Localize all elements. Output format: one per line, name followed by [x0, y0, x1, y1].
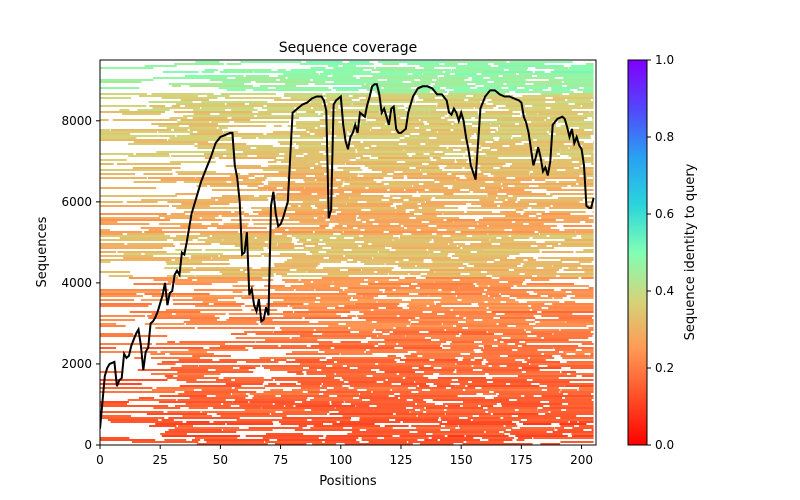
x-axis: 0 25 50 75 100 125 150 175 200 — [96, 445, 593, 467]
x-tick-label: 175 — [510, 453, 533, 467]
chart-title: Sequence coverage — [279, 40, 418, 56]
y-axis-label: Sequences — [35, 216, 50, 287]
colorbar-tick-label: 0.6 — [655, 207, 674, 221]
x-tick-label: 150 — [450, 453, 473, 467]
plot-frame — [99, 59, 597, 446]
colorbar-tick-label: 0.2 — [655, 361, 674, 375]
y-tick-label: 2000 — [61, 357, 92, 371]
y-tick-label: 8000 — [61, 114, 92, 128]
y-tick-label: 4000 — [61, 276, 92, 290]
colorbar-tick-label: 0.8 — [655, 130, 674, 144]
x-tick-label: 0 — [96, 453, 104, 467]
y-tick-label: 0 — [84, 438, 92, 452]
x-tick-label: 75 — [273, 453, 288, 467]
x-tick-label: 200 — [570, 453, 593, 467]
x-tick-label: 25 — [153, 453, 168, 467]
coverage-line — [100, 83, 595, 429]
colorbar-tick-label: 0.4 — [655, 284, 674, 298]
heatmap-layer — [100, 61, 594, 445]
x-tick-label: 125 — [390, 453, 413, 467]
y-axis: 0 2000 4000 6000 8000 — [61, 114, 100, 452]
x-tick-label: 50 — [213, 453, 228, 467]
x-tick-label: 100 — [329, 453, 352, 467]
colorbar-tick-label: 0.0 — [655, 438, 674, 452]
y-tick-label: 6000 — [61, 195, 92, 209]
colorbar: 0.0 0.2 0.4 0.6 0.8 1.0 Sequence identity to … — [627, 53, 698, 452]
x-axis-label: Positions — [319, 474, 377, 489]
colorbar-gradient — [627, 59, 648, 446]
colorbar-tick-label: 1.0 — [655, 53, 674, 67]
colorbar-label: Sequence identity to query — [683, 163, 698, 340]
